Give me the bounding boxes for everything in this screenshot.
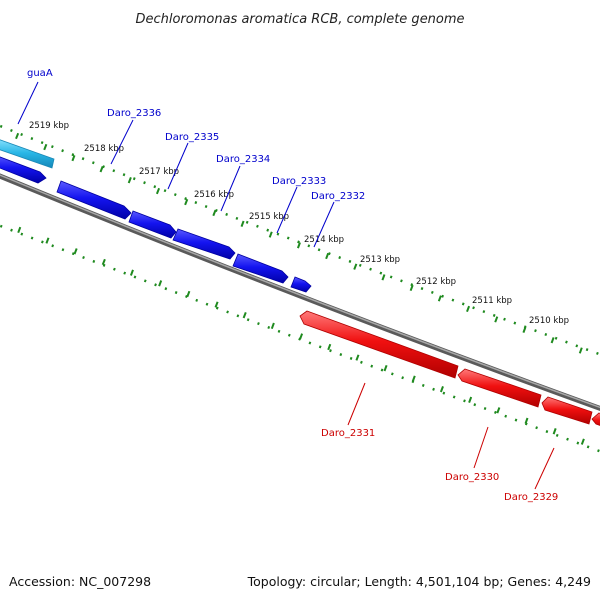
- inner-ruler-ticks: [17, 226, 585, 445]
- genome-backbone-highlight: [0, 174, 600, 409]
- gene-daro-2332[interactable]: [290, 276, 312, 293]
- gene-daro-2331[interactable]: [299, 310, 459, 379]
- gene-label-daro-2336[interactable]: Daro_2336: [107, 108, 161, 119]
- leader-line-daro-2336: [110, 119, 134, 165]
- ruler-tick: [327, 343, 332, 351]
- ruler-tick: [411, 375, 416, 382]
- ruler-tick: [383, 364, 388, 372]
- ruler-tick: [127, 177, 132, 184]
- kbp-label: 2512 kbp: [416, 277, 456, 287]
- ruler-tick: [158, 280, 163, 287]
- ruler-tick: [522, 326, 527, 333]
- ruler-tick: [268, 231, 273, 238]
- gene-daro-2328[interactable]: [591, 412, 600, 429]
- kbp-label: 2511 kbp: [472, 296, 512, 306]
- ruler-tick: [299, 333, 304, 340]
- ruler-tick: [524, 417, 529, 424]
- reverse-genes: [299, 310, 600, 429]
- gene-label-daro-2329[interactable]: Daro_2329: [504, 492, 558, 503]
- gene-label-daro-2335[interactable]: Daro_2335: [165, 132, 219, 143]
- ruler-tick: [578, 347, 583, 354]
- reverse-leader-lines: [347, 382, 555, 490]
- kbp-label: 2510 kbp: [529, 316, 569, 326]
- kbp-label: 2515 kbp: [249, 212, 289, 222]
- ruler-tick: [353, 263, 358, 270]
- leader-line-daro-2333: [276, 186, 298, 234]
- gene-label-daro-2333[interactable]: Daro_2333: [272, 176, 326, 187]
- ruler-tick: [71, 155, 76, 162]
- ruler-tick: [355, 354, 360, 361]
- gene-label-daro-2334[interactable]: Daro_2334: [216, 154, 270, 165]
- gene-daro-2337[interactable]: [0, 155, 47, 184]
- ruler-tick: [45, 237, 50, 244]
- gene-daro-2330[interactable]: [457, 368, 542, 408]
- leader-line-daro-2335: [167, 142, 189, 190]
- map-title: Dechloromonas aromatica RCB, complete ge…: [135, 12, 464, 27]
- ruler-tick: [186, 290, 191, 298]
- ruler-tick: [242, 312, 247, 319]
- ruler-tick: [580, 438, 585, 445]
- ruler-tick: [212, 209, 217, 217]
- ruler-tick: [155, 187, 161, 195]
- leader-line-daro-2331: [347, 382, 366, 426]
- leader-line-daro-2329: [534, 447, 555, 490]
- outer-ruler-track: [0, 124, 600, 356]
- ruler-tick: [325, 252, 330, 260]
- kbp-label: 2514 kbp: [304, 235, 344, 245]
- forward-leader-lines: [17, 81, 335, 248]
- gene-label-daro-2330[interactable]: Daro_2330: [445, 472, 499, 483]
- ruler-tick: [296, 242, 301, 249]
- ruler-tick: [129, 269, 134, 276]
- outer-ruler-ticks: [15, 132, 583, 354]
- ruler-tick: [550, 337, 555, 344]
- leader-line-guaA: [17, 81, 39, 125]
- ruler-tick: [240, 220, 245, 227]
- ruler-tick: [99, 166, 104, 173]
- leader-line-daro-2334: [220, 165, 241, 212]
- ruler-tick: [15, 132, 20, 140]
- gene-daro-2336[interactable]: [56, 180, 132, 220]
- ruler-tick: [381, 274, 386, 281]
- ruler-tick: [17, 226, 22, 234]
- gene-label-guaA[interactable]: guaA: [27, 68, 53, 79]
- ruler-tick: [496, 407, 501, 414]
- accession-text: Accession: NC_007298: [9, 574, 151, 589]
- gene-label-daro-2331[interactable]: Daro_2331: [321, 428, 375, 439]
- genome-summary-text: Topology: circular; Length: 4,501,104 bp…: [247, 574, 591, 589]
- ruler-tick: [494, 316, 499, 323]
- ruler-tick: [43, 143, 48, 151]
- ruler-tick: [439, 386, 444, 393]
- ruler-tick: [270, 322, 275, 330]
- gene-daro-2334[interactable]: [172, 228, 236, 260]
- ruler-tick: [437, 295, 442, 302]
- kbp-label: 2513 kbp: [360, 255, 400, 265]
- gene-daro-2329[interactable]: [541, 396, 593, 425]
- kbp-label: 2517 kbp: [139, 167, 179, 177]
- genome-backbone: [0, 173, 600, 412]
- ruler-tick: [466, 305, 471, 313]
- gene-daro-2335[interactable]: [128, 210, 177, 239]
- leader-line-daro-2332: [313, 201, 335, 248]
- ruler-tick: [73, 248, 78, 255]
- kbp-label: 2516 kbp: [194, 190, 234, 200]
- gene-daro-2333[interactable]: [232, 253, 289, 284]
- kbp-label: 2518 kbp: [84, 144, 124, 154]
- ruler-tick: [409, 284, 414, 292]
- ruler-tick: [214, 301, 219, 308]
- ruler-tick: [184, 198, 189, 206]
- ruler-tick: [468, 396, 473, 403]
- ruler-tick: [101, 258, 106, 266]
- kbp-label: 2519 kbp: [29, 121, 69, 131]
- forward-genes: [0, 138, 312, 293]
- gene-label-daro-2332[interactable]: Daro_2332: [311, 191, 365, 202]
- ruler-tick: [552, 428, 557, 435]
- gene-guaA[interactable]: [0, 138, 55, 169]
- leader-line-daro-2330: [473, 426, 489, 469]
